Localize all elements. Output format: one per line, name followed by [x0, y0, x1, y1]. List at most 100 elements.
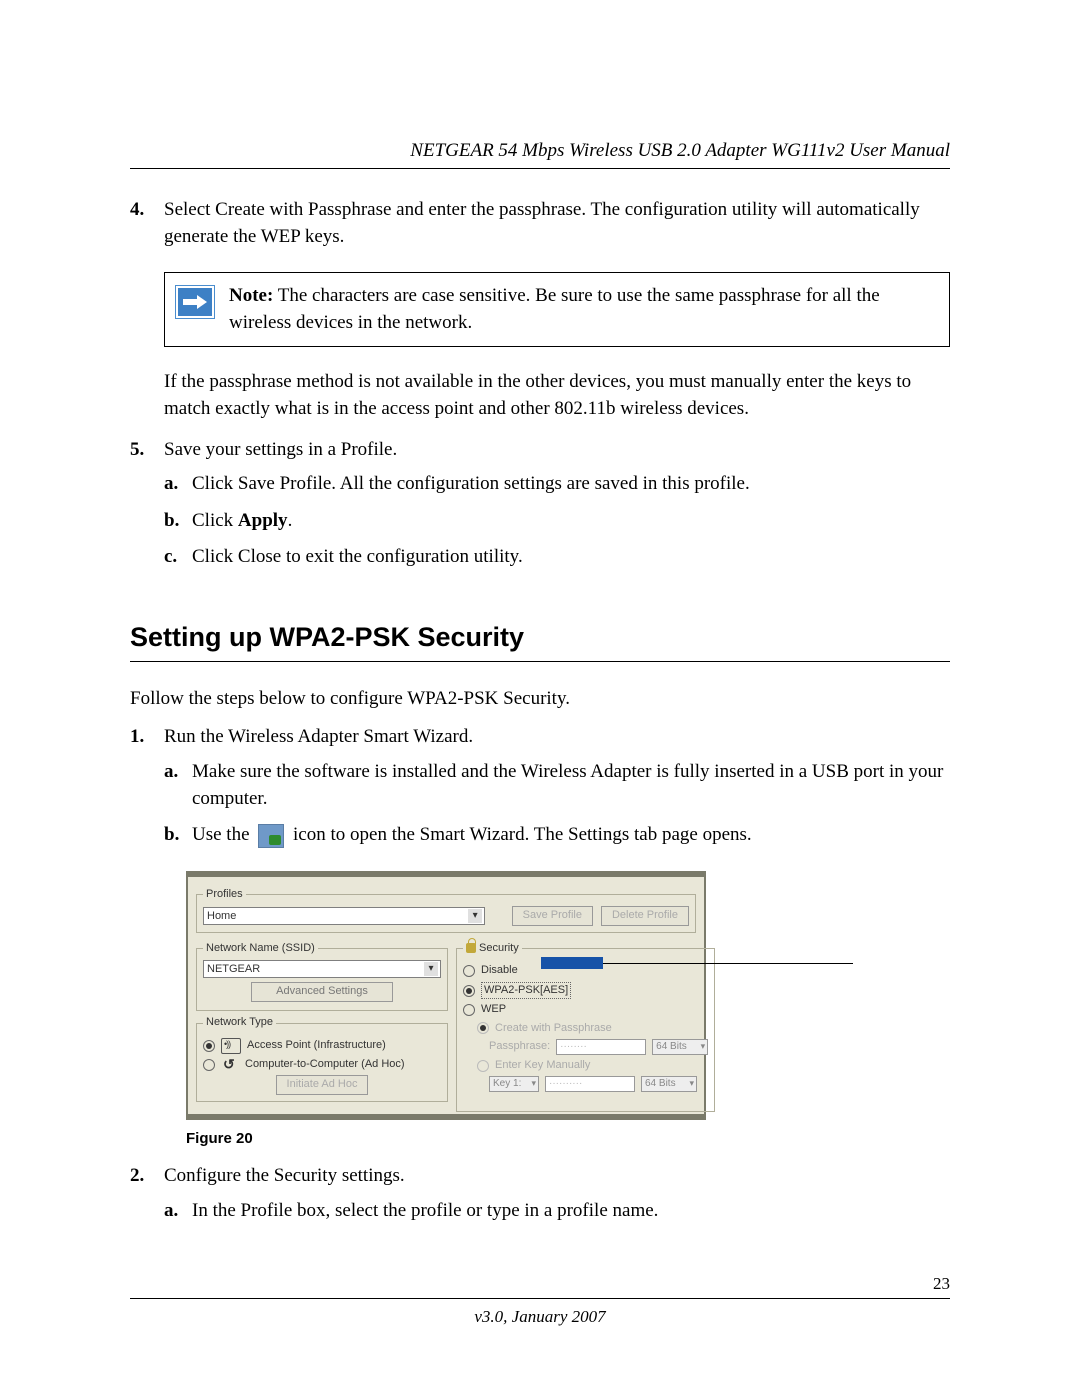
key-input[interactable]: ·········· — [545, 1076, 635, 1092]
page-number: 23 — [130, 1274, 950, 1294]
after-note-text: If the passphrase method is not availabl… — [164, 369, 950, 422]
profile-select[interactable]: Home — [203, 907, 485, 925]
network-type-fieldset: Network Type Access Point (Infrastructur… — [196, 1015, 448, 1102]
bits-select-2[interactable]: 64 Bits — [641, 1076, 697, 1092]
note-label: Note: — [229, 285, 273, 306]
nt-adhoc-radio[interactable]: Computer-to-Computer (Ad Hoc) — [203, 1057, 441, 1072]
radio-icon — [203, 1059, 215, 1071]
sub-label: b. — [164, 508, 192, 535]
enter-key-label: Enter Key Manually — [495, 1058, 590, 1073]
section-rule — [130, 661, 950, 662]
nt-adhoc-label: Computer-to-Computer (Ad Hoc) — [245, 1057, 405, 1072]
radio-icon — [463, 985, 475, 997]
step-text: Configure the Security settings. — [164, 1165, 405, 1186]
highlight-bar — [541, 957, 603, 969]
security-legend: Security — [463, 941, 522, 956]
smart-wizard-screenshot: Profiles Home Save Profile Delete Profil… — [186, 871, 706, 1121]
note-text: Note: The characters are case sensitive.… — [229, 283, 935, 336]
sub-text: Click Close to exit the configuration ut… — [192, 544, 950, 571]
wpa-step-1: 1. Run the Wireless Adapter Smart Wizard… — [130, 724, 950, 858]
step-text: Select Create with Passphrase and enter … — [164, 197, 950, 250]
radio-icon — [463, 1004, 475, 1016]
sec-wep-radio[interactable]: WEP — [463, 1002, 708, 1017]
note-body: The characters are case sensitive. Be su… — [229, 285, 880, 333]
note-box: Note: The characters are case sensitive.… — [164, 272, 950, 347]
sub-label: b. — [164, 822, 192, 849]
step-number: 5. — [130, 437, 164, 581]
text-suffix: icon to open the Smart Wizard. The Setti… — [293, 824, 752, 845]
sub-text: Click Apply. — [192, 508, 950, 535]
sub-label: a. — [164, 471, 192, 498]
header-rule — [130, 168, 950, 169]
nt-ap-radio[interactable]: Access Point (Infrastructure) — [203, 1038, 441, 1054]
text-prefix: Use the — [192, 824, 250, 845]
profiles-legend: Profiles — [203, 887, 246, 902]
sub-step-b: b. Click Apply. — [164, 508, 950, 535]
step-4: 4. Select Create with Passphrase and ent… — [130, 197, 950, 250]
footer-version: v3.0, January 2007 — [130, 1307, 950, 1327]
sub-label: a. — [164, 759, 192, 812]
radio-icon — [477, 1060, 489, 1072]
sub-step-a: a. Make sure the software is installed a… — [164, 759, 950, 812]
ssid-legend: Network Name (SSID) — [203, 941, 318, 956]
sub-step-b: b. Use the icon to open the Smart Wizard… — [164, 822, 950, 849]
footer-rule — [130, 1298, 950, 1299]
wpa-step-2: 2. Configure the Security settings. a. I… — [130, 1163, 950, 1234]
wizard-tray-icon — [258, 824, 284, 848]
sub-label: c. — [164, 544, 192, 571]
radio-icon — [463, 965, 475, 977]
sub-text: Make sure the software is installed and … — [192, 759, 950, 812]
lock-icon — [466, 943, 476, 953]
ssid-select[interactable]: NETGEAR — [203, 960, 441, 978]
note-icon — [175, 285, 215, 319]
enter-key-radio: Enter Key Manually — [477, 1058, 708, 1073]
step-text: Save your settings in a Profile. — [164, 439, 397, 460]
sec-wep-label: WEP — [481, 1002, 506, 1017]
access-point-icon — [221, 1038, 241, 1054]
section-intro: Follow the steps below to configure WPA2… — [130, 686, 950, 713]
create-passphrase-radio: Create with Passphrase — [477, 1021, 708, 1036]
apply-bold: Apply — [238, 510, 288, 531]
key-select[interactable]: Key 1: — [489, 1076, 539, 1092]
manual-header-title: NETGEAR 54 Mbps Wireless USB 2.0 Adapter… — [130, 140, 950, 162]
figure-caption: Figure 20 — [186, 1128, 950, 1149]
radio-icon — [203, 1040, 215, 1052]
initiate-adhoc-button[interactable]: Initiate Ad Hoc — [276, 1075, 369, 1095]
ssid-fieldset: Network Name (SSID) NETGEAR Advanced Set… — [196, 941, 448, 1011]
delete-profile-button[interactable]: Delete Profile — [601, 906, 689, 926]
advanced-settings-button[interactable]: Advanced Settings — [251, 982, 393, 1002]
step-number: 4. — [130, 197, 164, 250]
text-prefix: Click — [192, 510, 238, 531]
adhoc-icon — [221, 1058, 239, 1072]
nt-ap-label: Access Point (Infrastructure) — [247, 1038, 386, 1053]
step-number: 1. — [130, 724, 164, 858]
figure-20: Profiles Home Save Profile Delete Profil… — [186, 871, 950, 1121]
security-legend-text: Security — [479, 942, 519, 954]
page-footer: 23 v3.0, January 2007 — [130, 1274, 950, 1327]
passphrase-input[interactable]: ········ — [556, 1039, 646, 1055]
sub-text: In the Profile box, select the profile o… — [192, 1198, 950, 1225]
step-number: 2. — [130, 1163, 164, 1234]
text-suffix: . — [288, 510, 293, 531]
radio-icon — [477, 1022, 489, 1034]
sec-wpa2-radio[interactable]: WPA2-PSK[AES] — [463, 982, 708, 999]
sub-text: Click Save Profile. All the configuratio… — [192, 471, 950, 498]
sec-disable-label: Disable — [481, 963, 518, 978]
sub-step-a: a. In the Profile box, select the profil… — [164, 1198, 950, 1225]
create-passphrase-label: Create with Passphrase — [495, 1021, 612, 1036]
section-heading: Setting up WPA2-PSK Security — [130, 619, 950, 657]
arrow-right-icon — [178, 288, 212, 316]
network-type-legend: Network Type — [203, 1015, 276, 1030]
passphrase-label: Passphrase: — [489, 1039, 550, 1054]
sec-wpa2-label: WPA2-PSK[AES] — [481, 982, 571, 999]
bits-select-1[interactable]: 64 Bits — [652, 1039, 708, 1055]
sub-label: a. — [164, 1198, 192, 1225]
step-5: 5. Save your settings in a Profile. a. C… — [130, 437, 950, 581]
callout-line — [603, 963, 853, 964]
save-profile-button[interactable]: Save Profile — [512, 906, 593, 926]
sub-step-a: a. Click Save Profile. All the configura… — [164, 471, 950, 498]
step-text: Run the Wireless Adapter Smart Wizard. — [164, 726, 473, 747]
sub-text: Use the icon to open the Smart Wizard. T… — [192, 822, 950, 849]
sub-step-c: c. Click Close to exit the configuration… — [164, 544, 950, 571]
profiles-fieldset: Profiles Home Save Profile Delete Profil… — [196, 887, 696, 933]
